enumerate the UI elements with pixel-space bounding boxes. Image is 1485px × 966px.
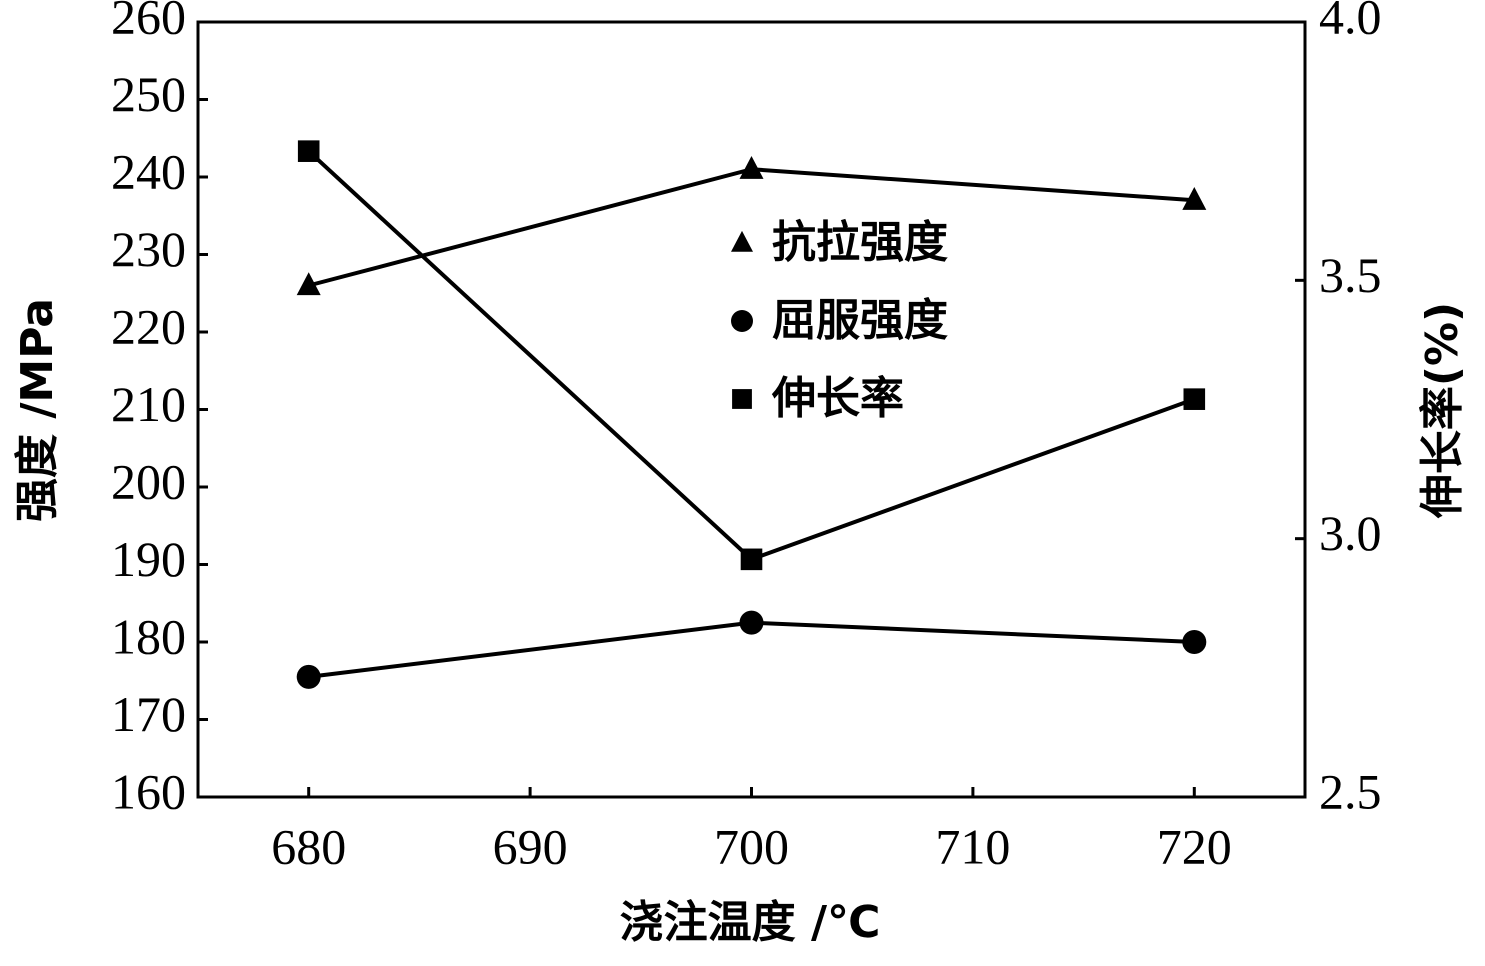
marker	[1183, 388, 1206, 410]
x-tick-label: 700	[714, 818, 789, 874]
legend-label: 伸长率	[771, 373, 904, 424]
legend-label: 抗拉强度	[772, 217, 948, 268]
marker	[1182, 187, 1207, 210]
y-tick-label: 210	[111, 376, 186, 432]
y-tick-label: 250	[111, 66, 186, 122]
y2-tick-label: 3.0	[1319, 505, 1382, 561]
y2-tick-label: 3.5	[1319, 247, 1382, 303]
marker	[297, 140, 320, 162]
series-line	[308, 167, 1195, 288]
x-tick-label: 720	[1157, 818, 1232, 874]
y-tick-label: 220	[111, 298, 186, 354]
series-line	[307, 149, 1195, 562]
y-tick-label: 240	[111, 143, 186, 199]
marker	[1182, 630, 1207, 654]
marker	[739, 156, 764, 179]
y-tick-label: 230	[111, 221, 186, 277]
x-tick-label: 680	[271, 818, 346, 874]
marker	[732, 389, 752, 409]
y-tick-label: 170	[111, 686, 186, 742]
x-axis-title: 浇注温度 /℃	[620, 897, 881, 948]
y2-tick-label: 4.0	[1319, 0, 1382, 44]
marker	[731, 310, 753, 332]
x-tick-label: 710	[935, 818, 1010, 874]
legend-label: 屈服强度	[772, 295, 948, 346]
plot-frame	[196, 20, 1307, 799]
y-axis-title: 强度 /MPa	[12, 298, 63, 522]
y-tick-label: 190	[111, 531, 186, 587]
y-tick-label: 200	[111, 453, 186, 509]
y2-tick-label: 2.5	[1319, 763, 1382, 819]
marker	[731, 230, 753, 252]
marker	[739, 610, 764, 635]
marker	[740, 548, 763, 571]
y-tick-label: 160	[111, 763, 186, 819]
y-tick-label: 180	[111, 608, 186, 664]
marker	[296, 664, 321, 689]
marker	[296, 272, 321, 296]
x-tick-label: 690	[493, 818, 568, 874]
y2-axis-title: 伸长率(%)	[1417, 302, 1468, 519]
y-tick-label: 260	[111, 0, 186, 44]
